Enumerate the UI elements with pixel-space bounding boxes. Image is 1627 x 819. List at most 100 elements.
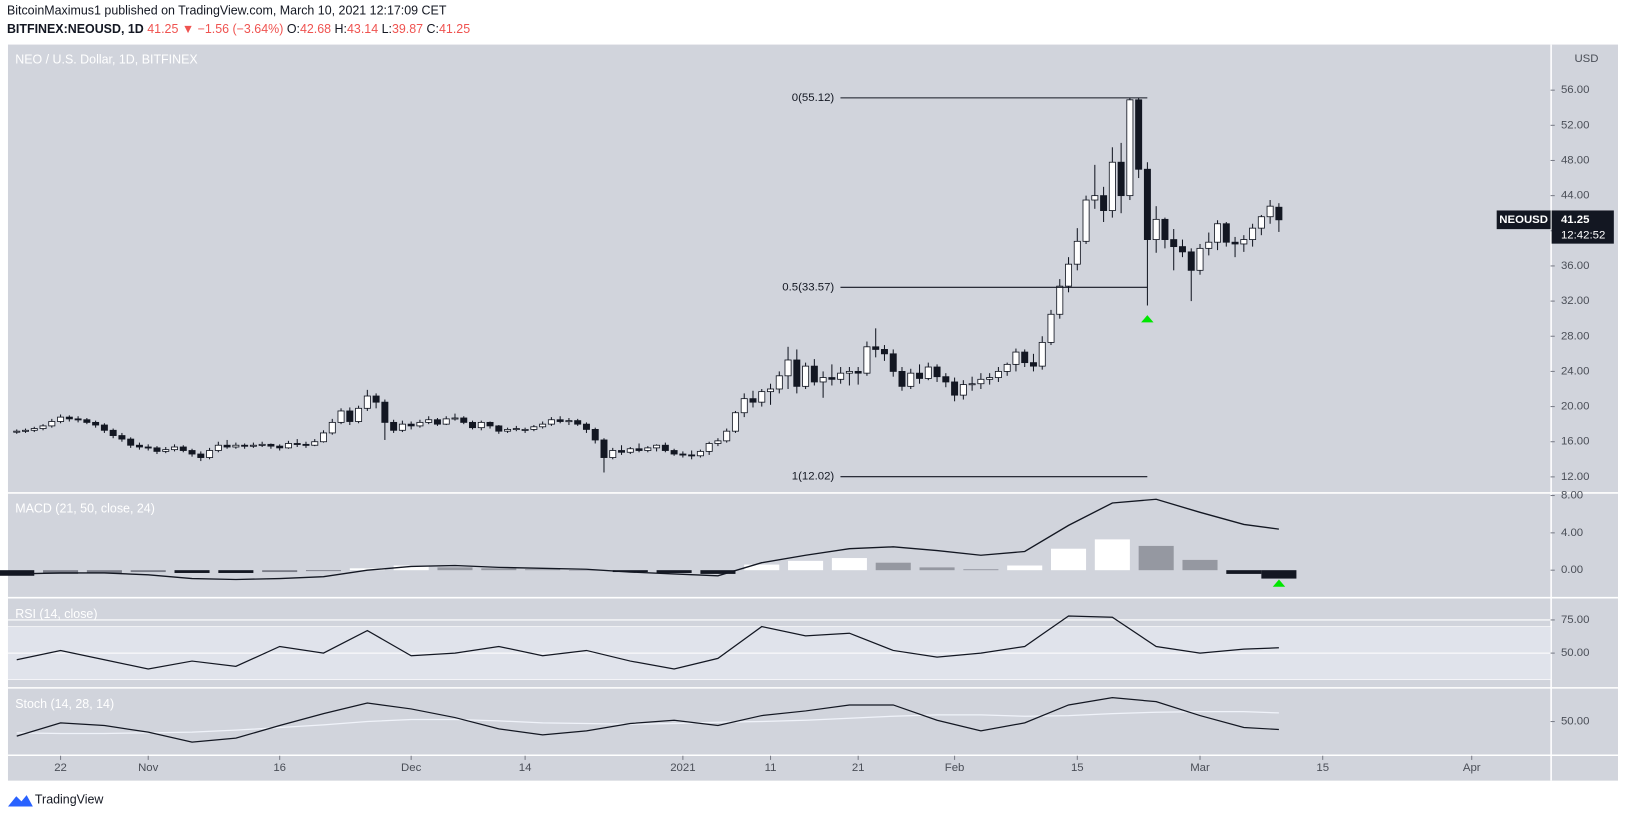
candle-body [916, 372, 924, 379]
candle-body [92, 421, 100, 426]
candle-body [355, 407, 363, 422]
histogram-bar [305, 570, 342, 572]
y-tick-label: 16.00 [1561, 436, 1590, 448]
candle-body [1170, 239, 1178, 248]
histogram-bar [262, 570, 298, 573]
candle-body [232, 444, 240, 448]
candle-body [135, 444, 143, 448]
candle-body [819, 377, 827, 383]
y-tick-label: 20.00 [1561, 401, 1590, 413]
histogram-bar [218, 570, 254, 573]
candle-body [907, 372, 915, 387]
author-line: BitcoinMaximus1 published on TradingView… [7, 4, 447, 18]
histogram-bar [525, 569, 561, 571]
histogram-bar [1094, 539, 1130, 571]
candle-body [1117, 161, 1125, 197]
candle-body [302, 443, 310, 446]
candle-body [1108, 161, 1116, 211]
candle-body [942, 376, 950, 383]
close-value: 41.25 [439, 22, 470, 36]
candle-body [959, 384, 967, 396]
candle-body [635, 448, 643, 451]
candle-body [48, 421, 56, 427]
indicator-line [16, 710, 1279, 735]
histogram-bar [568, 570, 604, 571]
candle-body [83, 419, 91, 423]
candle-body [1143, 168, 1151, 240]
candle-body [30, 428, 38, 431]
candle-body [1047, 313, 1055, 343]
candle-body [705, 443, 713, 452]
candle-body [880, 349, 888, 355]
candle-body [837, 372, 845, 380]
candle-body [214, 444, 222, 451]
candle-body [512, 428, 520, 430]
candle-body [1126, 99, 1134, 197]
candle-body [688, 454, 696, 457]
candle-body [171, 446, 178, 451]
y-tick-label: 12.00 [1561, 471, 1590, 483]
candle-body [994, 370, 1002, 378]
x-tick-label: 11 [765, 762, 777, 774]
high-value: 43.14 [347, 22, 378, 36]
candle-body [425, 419, 433, 423]
histogram-bar [1007, 565, 1043, 571]
candle-body [284, 443, 292, 449]
histogram-bar [744, 564, 780, 571]
candle-body [968, 383, 976, 386]
y-tick-label: 48.00 [1561, 154, 1590, 166]
candle-body [57, 416, 65, 422]
high-label: H: [335, 22, 347, 36]
candle-body [188, 450, 196, 455]
candle-body [486, 421, 494, 427]
y-tick-label: 28.00 [1561, 330, 1590, 342]
candle-body [863, 346, 871, 374]
candle-body [1056, 285, 1064, 315]
candle-body [109, 429, 117, 436]
candle-body [1178, 246, 1186, 253]
histogram-bar [0, 570, 35, 576]
symbol-line: BITFINEX:NEOUSD, 1D 41.25 ▼ −1.56 (−3.64… [7, 22, 470, 36]
candle-body [477, 421, 485, 429]
y-tick-label: 4.00 [1561, 527, 1583, 539]
x-tick-label: 22 [54, 762, 67, 774]
histogram-bar [1226, 570, 1262, 574]
candle-body [381, 401, 389, 423]
histogram-bar [612, 570, 648, 573]
y-tick-label: 24.00 [1561, 365, 1590, 377]
last: 41.25 [147, 22, 178, 36]
candle-body [100, 424, 108, 431]
y-tick-label: 36.00 [1561, 260, 1590, 272]
x-tick-label: Mar [1190, 762, 1210, 774]
brand: TradingView [7, 793, 104, 807]
candle-body [556, 419, 564, 422]
price-tag-value: 41.25 [1561, 214, 1590, 226]
candle-body [600, 439, 608, 458]
candle-body [1275, 206, 1283, 221]
candle-body [1222, 223, 1230, 243]
histogram-bar [481, 568, 517, 571]
signal-marker [1141, 315, 1154, 323]
candle-body [784, 359, 792, 377]
candle-body [802, 365, 810, 387]
signal-marker [1272, 579, 1286, 587]
candle-body [933, 366, 941, 378]
candle-body [469, 421, 476, 429]
candle-body [1214, 223, 1222, 243]
y-tick-label: 8.00 [1561, 490, 1583, 502]
fib-label: 0.5(33.57) [782, 281, 834, 293]
candle-body [845, 370, 853, 374]
candle-body [670, 450, 678, 455]
y-tick-label: 50.00 [1561, 647, 1590, 659]
candle-body [1187, 251, 1195, 271]
candle-body [723, 430, 731, 442]
y-tick-label: 44.00 [1561, 190, 1590, 202]
candle-body [398, 423, 406, 431]
macd-line [16, 498, 1279, 581]
x-tick-label: 16 [273, 762, 286, 774]
x-tick-label: 15 [1071, 762, 1084, 774]
histogram-bar [963, 569, 999, 571]
candle-body [1021, 351, 1029, 364]
candle-body [328, 421, 336, 434]
price-tag-symbol [1496, 210, 1551, 230]
